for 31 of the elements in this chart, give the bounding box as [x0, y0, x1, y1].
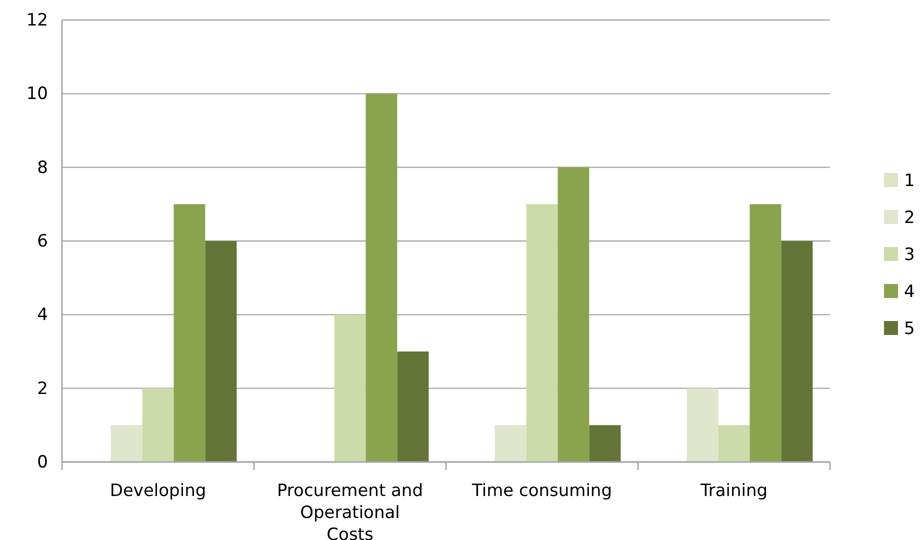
y-tick-label: 6 — [37, 231, 48, 252]
bar — [110, 425, 142, 462]
y-tick-label: 4 — [37, 305, 48, 326]
x-tick-label: Training — [699, 481, 768, 501]
y-tick-label: 10 — [26, 84, 48, 104]
bar — [366, 94, 398, 462]
y-tick-label: 8 — [37, 158, 48, 178]
x-tick-label: Developing — [110, 481, 206, 501]
legend-label: 5 — [904, 319, 915, 339]
x-tick-label: Time consuming — [470, 481, 612, 501]
bar — [750, 204, 782, 462]
bar — [205, 241, 237, 462]
legend-label: 3 — [904, 245, 915, 265]
bar — [526, 204, 558, 462]
x-tick-label: Procurement and Operational Costs — [276, 481, 424, 540]
bar — [686, 388, 718, 462]
bar — [558, 167, 590, 462]
bar — [397, 352, 429, 462]
bar — [494, 425, 526, 462]
bar — [142, 388, 174, 462]
bar — [589, 425, 621, 462]
bar — [718, 425, 750, 462]
legend-label: 2 — [904, 208, 915, 228]
bar — [334, 314, 366, 462]
bar — [174, 204, 206, 462]
bar — [781, 241, 813, 462]
y-tick-label: 2 — [37, 378, 48, 399]
legend-label: 1 — [904, 171, 915, 191]
y-tick-label: 0 — [37, 452, 48, 472]
legend-label: 4 — [904, 282, 915, 302]
y-tick-label: 12 — [26, 10, 48, 30]
